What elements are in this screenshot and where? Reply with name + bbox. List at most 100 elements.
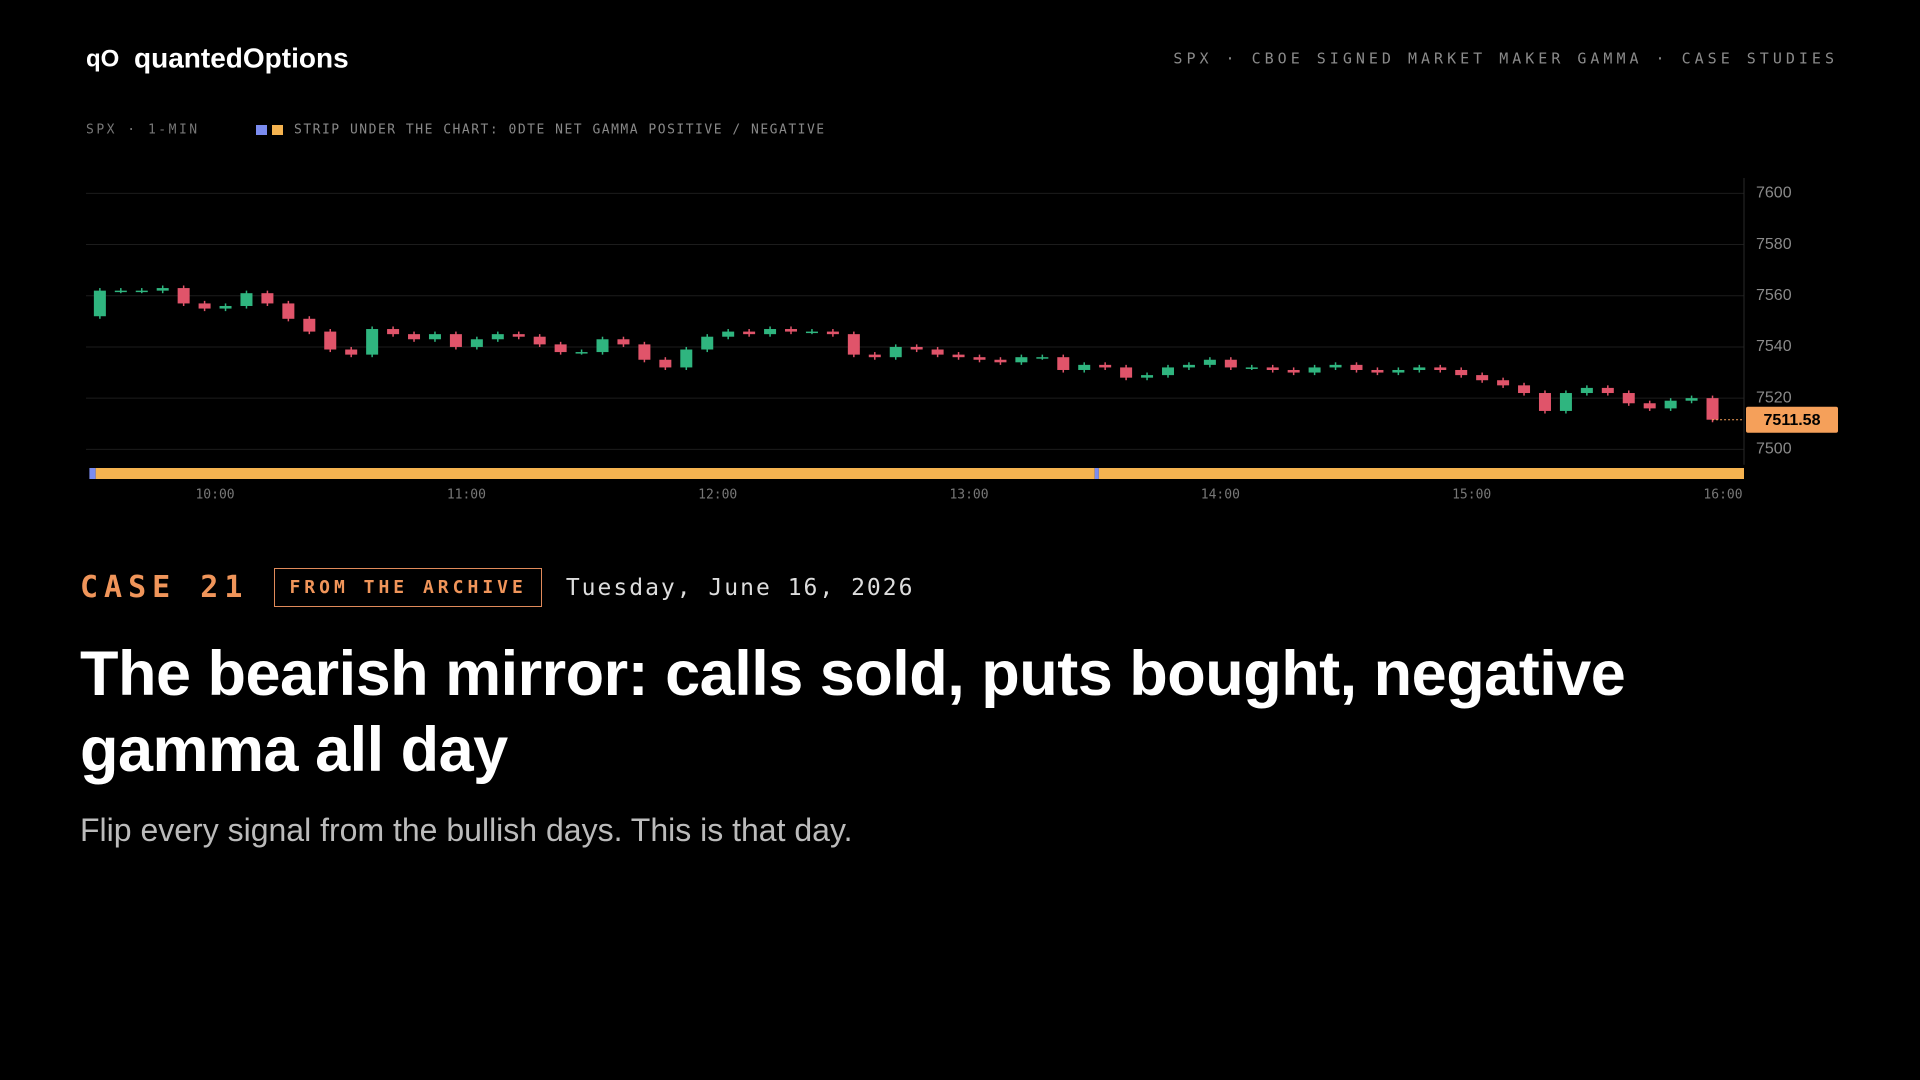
candle-body bbox=[198, 303, 211, 309]
candle-body bbox=[1141, 375, 1154, 378]
x-tick-label: 14:00 bbox=[1201, 488, 1240, 503]
candle-body bbox=[491, 334, 504, 340]
legend-text: STRIP UNDER THE CHART: 0DTE NET GAMMA PO… bbox=[294, 123, 826, 138]
candle-body bbox=[1203, 359, 1216, 365]
candle-body bbox=[638, 344, 651, 360]
candle-body bbox=[282, 303, 295, 319]
candle-body bbox=[1706, 398, 1719, 420]
candle-body bbox=[387, 329, 400, 335]
candle-body bbox=[1413, 367, 1426, 370]
candle-body bbox=[512, 334, 525, 337]
candle-body bbox=[764, 329, 777, 335]
last-price-label: 7511.58 bbox=[1764, 412, 1821, 429]
y-tick-label: 7560 bbox=[1756, 287, 1792, 304]
candle-body bbox=[261, 293, 274, 304]
candle-body bbox=[1476, 375, 1489, 381]
candle-body bbox=[1685, 398, 1698, 401]
case-number: CASE 21 bbox=[80, 570, 249, 605]
x-tick-label: 15:00 bbox=[1452, 488, 1491, 503]
gamma-strip bbox=[1098, 468, 1744, 479]
candle-body bbox=[554, 344, 567, 353]
candle-body bbox=[1455, 369, 1468, 376]
candle-body bbox=[533, 336, 546, 345]
case-date: Tuesday, June 16, 2026 bbox=[565, 574, 915, 601]
candle-body bbox=[910, 346, 923, 350]
candle-body bbox=[1538, 393, 1551, 411]
logo: qO bbox=[86, 45, 119, 72]
candle-body bbox=[303, 318, 316, 332]
candle-body bbox=[1622, 393, 1635, 404]
x-tick-label: 13:00 bbox=[949, 488, 988, 503]
candle-body bbox=[847, 334, 860, 355]
candle-body bbox=[366, 329, 379, 355]
candle-body bbox=[1224, 359, 1237, 368]
candle-body bbox=[680, 349, 693, 368]
candle-body bbox=[931, 349, 944, 355]
candle-body bbox=[1518, 385, 1531, 394]
candle-body bbox=[324, 331, 337, 350]
candle-body bbox=[156, 288, 169, 291]
candle-body bbox=[575, 352, 588, 354]
x-tick-label: 16:00 bbox=[1703, 488, 1742, 503]
candle-body bbox=[722, 331, 735, 337]
chart: qO quantedOptions SPX · CBOE SIGNED MARK… bbox=[86, 42, 1838, 503]
candle-body bbox=[1329, 364, 1342, 368]
candle-body bbox=[408, 334, 421, 340]
candle-body bbox=[1580, 387, 1593, 394]
candle-body bbox=[1266, 367, 1279, 370]
candle-body bbox=[994, 359, 1007, 363]
last-price-tag bbox=[1746, 406, 1838, 433]
candle-body bbox=[1601, 387, 1614, 394]
candle-body bbox=[868, 354, 881, 358]
candle-body bbox=[1287, 369, 1300, 373]
candle-body bbox=[826, 331, 839, 335]
y-tick-label: 7500 bbox=[1756, 441, 1792, 458]
legend-swatch bbox=[256, 125, 267, 135]
gamma-strip bbox=[1094, 468, 1099, 479]
candle-body bbox=[617, 339, 630, 345]
candle-body bbox=[1078, 364, 1091, 370]
candle-body bbox=[1182, 364, 1195, 368]
candle-body bbox=[1161, 367, 1174, 376]
candle-body bbox=[1308, 367, 1321, 373]
candle-body bbox=[240, 293, 253, 306]
candle-body bbox=[973, 357, 986, 360]
candle-body bbox=[470, 339, 483, 347]
candle-body bbox=[428, 334, 441, 340]
case-row: CASE 21 FROM THE ARCHIVE Tuesday, June 1… bbox=[80, 568, 914, 607]
candle-body bbox=[219, 305, 232, 309]
gamma-strip bbox=[95, 468, 1095, 479]
gamma-strip bbox=[89, 468, 96, 479]
candle-body bbox=[659, 359, 672, 368]
candle-body bbox=[93, 290, 106, 317]
candle-body bbox=[1371, 369, 1384, 373]
candle-body bbox=[1559, 393, 1572, 411]
case-subtitle: Flip every signal from the bullish days.… bbox=[80, 812, 853, 848]
candle-body bbox=[449, 334, 462, 347]
candle-body bbox=[1015, 357, 1028, 363]
y-tick-label: 7540 bbox=[1756, 338, 1792, 355]
candle-body bbox=[1245, 367, 1258, 369]
x-tick-label: 12:00 bbox=[698, 488, 737, 503]
candle-body bbox=[114, 290, 127, 293]
candle-body bbox=[1036, 357, 1049, 359]
candle-body bbox=[701, 336, 714, 350]
candle-body bbox=[785, 329, 798, 332]
candle-body bbox=[1497, 380, 1510, 386]
candle-body bbox=[177, 288, 190, 304]
candle-body bbox=[345, 349, 358, 355]
brand: quantedOptions bbox=[134, 42, 349, 73]
x-tick-label: 10:00 bbox=[195, 488, 234, 503]
legend-swatch bbox=[272, 125, 283, 135]
candle-body bbox=[1643, 403, 1656, 409]
nav: SPX · CBOE SIGNED MARKET MAKER GAMMA · C… bbox=[1173, 50, 1838, 68]
candle-body bbox=[805, 331, 818, 334]
chart-label: SPX · 1-MIN bbox=[86, 123, 200, 138]
x-tick-label: 11:00 bbox=[447, 488, 486, 503]
candle-body bbox=[889, 346, 902, 358]
candle-body bbox=[1099, 364, 1112, 368]
case-tag: FROM THE ARCHIVE bbox=[274, 568, 542, 607]
candle-body bbox=[743, 331, 756, 335]
candle-body bbox=[1057, 357, 1070, 370]
candle-body bbox=[1120, 367, 1133, 378]
